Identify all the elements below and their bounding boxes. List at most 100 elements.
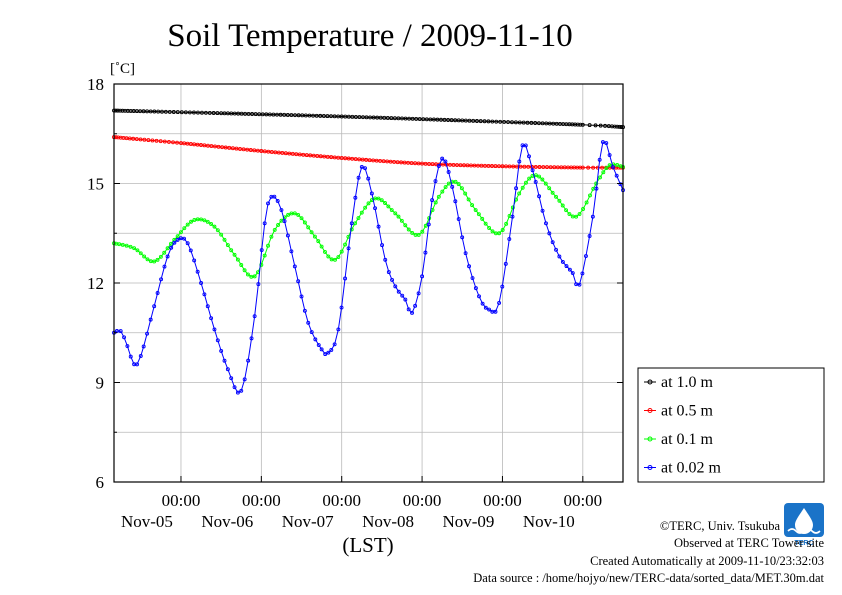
copyright-text: ©TERC, Univ. Tsukuba [659, 519, 780, 533]
series-point [326, 254, 331, 259]
series-point [615, 162, 620, 167]
series-point [587, 234, 592, 238]
series-point [586, 165, 591, 170]
series-point [363, 166, 367, 171]
series-point [392, 159, 397, 164]
series-point [212, 224, 217, 229]
series-point [442, 117, 447, 122]
series-point [118, 329, 123, 334]
series-point [517, 159, 522, 164]
chart-title: Soil Temperature / 2009-11-10 [167, 18, 573, 54]
series-point [363, 205, 368, 210]
series-point [451, 162, 456, 167]
series-point [498, 119, 503, 124]
series-point [223, 145, 228, 150]
series-point [120, 242, 125, 247]
series-point [359, 210, 364, 215]
series-point [540, 121, 545, 126]
series-point [396, 116, 401, 121]
series-point [148, 317, 153, 322]
legend-box [637, 367, 825, 483]
series-point [303, 113, 308, 118]
series-point [483, 163, 487, 168]
series-point [433, 179, 438, 184]
series-point [162, 250, 167, 255]
series-point [446, 181, 451, 186]
x-tick-date-label: Nov-09 [442, 512, 494, 531]
series-point [420, 229, 425, 234]
series-point [195, 142, 200, 147]
series-point [250, 112, 255, 116]
series-point [215, 228, 220, 233]
series-point [343, 114, 348, 119]
series-point [389, 116, 394, 121]
series-point [262, 253, 267, 258]
series-point [285, 113, 290, 117]
series-point [158, 139, 163, 144]
series-point [504, 221, 509, 226]
series-point [138, 251, 143, 256]
series-point [357, 157, 362, 162]
series-point [446, 118, 451, 122]
series-point [467, 264, 471, 269]
series-point [406, 307, 411, 312]
series-point [407, 116, 412, 121]
series-point [448, 162, 452, 167]
series-point [490, 119, 495, 124]
series-point [366, 176, 371, 181]
series-point [209, 316, 214, 321]
series-point [570, 271, 575, 275]
series-point [483, 221, 488, 226]
series-point [420, 274, 425, 279]
y-tick-label: 6 [96, 473, 105, 492]
series-point [219, 348, 224, 353]
series-point [607, 153, 612, 158]
series-point [395, 160, 400, 165]
series-point [567, 212, 572, 216]
series-point [356, 175, 361, 180]
series-point [145, 331, 150, 336]
series-point [369, 191, 374, 196]
series-point [199, 217, 204, 222]
series-point [253, 112, 258, 117]
series-point [131, 136, 136, 141]
series-point [152, 304, 157, 309]
series-point [373, 206, 377, 211]
series-point [163, 109, 168, 114]
series-point [318, 154, 323, 159]
series-point [316, 343, 321, 347]
series-point [195, 269, 200, 274]
series-point [366, 201, 371, 206]
series-point [128, 354, 133, 359]
series-point [241, 147, 246, 152]
series-point [470, 276, 475, 280]
series-point [615, 124, 620, 129]
series-point [243, 111, 248, 116]
created-timestamp-text: Created Automatically at 2009-11-10/23:3… [590, 554, 824, 568]
series-point [469, 163, 473, 168]
series-point [581, 207, 586, 211]
series-point [597, 157, 602, 162]
series-point [593, 123, 598, 128]
series-point [349, 221, 354, 226]
series-point [276, 150, 281, 155]
series-point [436, 194, 441, 199]
series-point [252, 148, 257, 153]
series-point [282, 112, 287, 117]
legend-marker [647, 379, 653, 385]
series-point [564, 208, 569, 213]
series-point [245, 147, 250, 152]
series-point [533, 164, 538, 169]
series-point [165, 254, 170, 259]
series-at-0-02-m [112, 140, 625, 395]
y-tick-label: 12 [87, 274, 104, 293]
series-point [459, 186, 464, 191]
series-point [552, 165, 557, 170]
series-point [215, 338, 220, 343]
series-point [380, 243, 384, 248]
series-point [311, 113, 316, 118]
x-tick-date-label: Nov-07 [282, 512, 334, 531]
series-point [393, 211, 398, 216]
series-point [309, 230, 314, 235]
series-point [416, 291, 421, 296]
